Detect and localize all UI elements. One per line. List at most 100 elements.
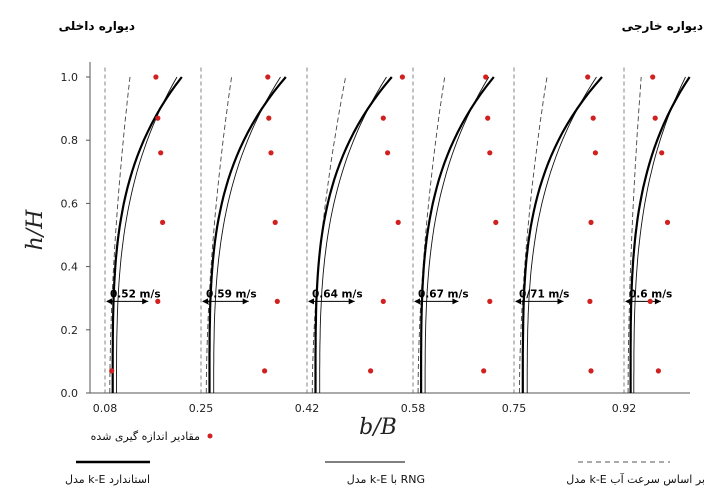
rng-profile	[526, 76, 597, 393]
standard-profile	[314, 76, 393, 393]
measured-point	[385, 150, 391, 156]
measured-point	[262, 368, 268, 374]
y-tick-label: 0.8	[61, 134, 79, 147]
measured-point	[155, 115, 161, 121]
legend-standard-label: مدل k-E استاندارد	[65, 473, 150, 486]
measured-point	[487, 150, 493, 156]
x-tick-label: 0.08	[93, 402, 118, 415]
x-tick-label: 0.42	[295, 402, 320, 415]
measured-point	[160, 219, 166, 225]
arrowhead-right-icon	[557, 298, 564, 305]
measured-point	[647, 298, 653, 304]
measured-point	[590, 115, 596, 121]
measured-point	[483, 74, 489, 80]
legend: مقادیر اندازه گیری شده مدل k-E استاندارد…	[65, 430, 705, 486]
y-tick-label: 0.4	[61, 261, 79, 274]
measured-point	[268, 150, 274, 156]
rng-profile	[319, 76, 387, 393]
measured-point	[272, 219, 278, 225]
measured-point	[587, 298, 593, 304]
x-tick-label: 0.58	[401, 402, 426, 415]
arrowhead-right-icon	[142, 298, 149, 305]
legend-measured-label: مقادیر اندازه گیری شده	[91, 430, 200, 443]
legend-velocity-based-label: مدل k-E بر اساس سرعت آب	[566, 472, 705, 486]
station-0.92: 0.6 m/s 0.92	[612, 67, 691, 415]
station-0.75: 0/71 m/s 0.75	[502, 67, 603, 415]
measured-point	[487, 298, 493, 304]
arrowhead-left-icon	[308, 298, 314, 305]
y-axis-label: h/H	[23, 209, 48, 251]
measured-point	[588, 368, 594, 374]
y-tick-labels: 0.0 0.2 0.4 0.6 0.8 1.0	[61, 71, 90, 400]
measured-point	[380, 115, 386, 121]
station-0.25: 0.59 m/s 0.25	[189, 67, 287, 415]
arrowhead-left-icon	[106, 298, 112, 305]
arrowhead-left-icon	[414, 298, 420, 305]
outer-wall-title: دیواره خارجی	[622, 19, 703, 34]
arrowhead-right-icon	[348, 298, 355, 305]
measured-point	[399, 74, 405, 80]
station-0.08: 0.52 m/s 0.08	[93, 67, 183, 415]
measured-point	[650, 74, 656, 80]
measured-point	[153, 74, 159, 80]
measured-point	[588, 219, 594, 225]
measured-point	[652, 115, 658, 121]
x-tick-label: 0.75	[502, 402, 527, 415]
velocity-based-profile	[417, 76, 446, 393]
arrowhead-right-icon	[654, 298, 661, 305]
velocity-based-profile	[311, 76, 347, 393]
inner-wall-title: دیواره داخلی	[59, 19, 135, 34]
standard-profile	[521, 76, 603, 393]
measured-point	[485, 115, 491, 121]
velocity-label: 0/71 m/s	[519, 288, 569, 300]
velocity-based-profile	[109, 76, 131, 393]
measured-point	[659, 150, 665, 156]
measured-point	[155, 298, 161, 304]
velocity-based-profile	[205, 76, 233, 393]
y-tick-label: 0.6	[61, 197, 79, 210]
rng-profile	[633, 76, 686, 393]
measured-point	[395, 219, 401, 225]
rng-profile	[213, 76, 281, 393]
measured-point	[158, 150, 164, 156]
measured-point	[664, 219, 671, 225]
measured-point	[592, 150, 599, 156]
x-tick-label: 0.92	[612, 402, 637, 415]
measured-point	[109, 368, 115, 374]
measured-point	[481, 368, 487, 374]
velocity-label: 0.67 m/s	[418, 288, 469, 300]
arrowhead-left-icon	[515, 298, 521, 305]
rng-profile	[424, 76, 490, 393]
measured-point	[274, 298, 280, 304]
station-0.42: 0.64 m/s 0.42	[295, 67, 405, 415]
velocity-label: 0.59 m/s	[206, 288, 257, 300]
x-axis-label: b/B	[359, 415, 397, 440]
measured-point	[380, 298, 386, 304]
legend-rng-label: مدل k-E با RNG	[347, 473, 425, 486]
measured-point	[265, 74, 271, 80]
velocity-label: 0.6 m/s	[629, 288, 672, 300]
velocity-based-profile	[519, 76, 548, 393]
y-tick-label: 1.0	[61, 71, 79, 84]
station-0.58: 0.67 m/s 0.58	[401, 67, 499, 415]
rng-profile	[116, 76, 178, 393]
arrowhead-left-icon	[625, 298, 631, 305]
y-tick-label: 0.2	[61, 324, 79, 337]
measured-point	[585, 74, 591, 80]
measured-point	[655, 368, 662, 374]
standard-profile	[629, 76, 691, 393]
velocity-label: 0.64 m/s	[312, 288, 363, 300]
arrowhead-right-icon	[242, 298, 249, 305]
x-tick-label: 0.25	[189, 402, 214, 415]
measured-point	[266, 115, 272, 121]
measured-point	[368, 368, 374, 374]
standard-profile	[111, 76, 183, 393]
legend-measured-marker	[207, 433, 213, 439]
arrowhead-left-icon	[202, 298, 208, 305]
standard-profile	[420, 76, 495, 393]
station-profiles: 0.52 m/s 0.08 0.59 m/s 0.25 0.64 m/s 0.42 0.67…	[93, 67, 691, 415]
velocity-based-profile	[627, 76, 642, 393]
measured-point	[493, 219, 499, 225]
y-tick-label: 0.0	[61, 387, 79, 400]
velocity-label: 0.52 m/s	[110, 288, 161, 300]
